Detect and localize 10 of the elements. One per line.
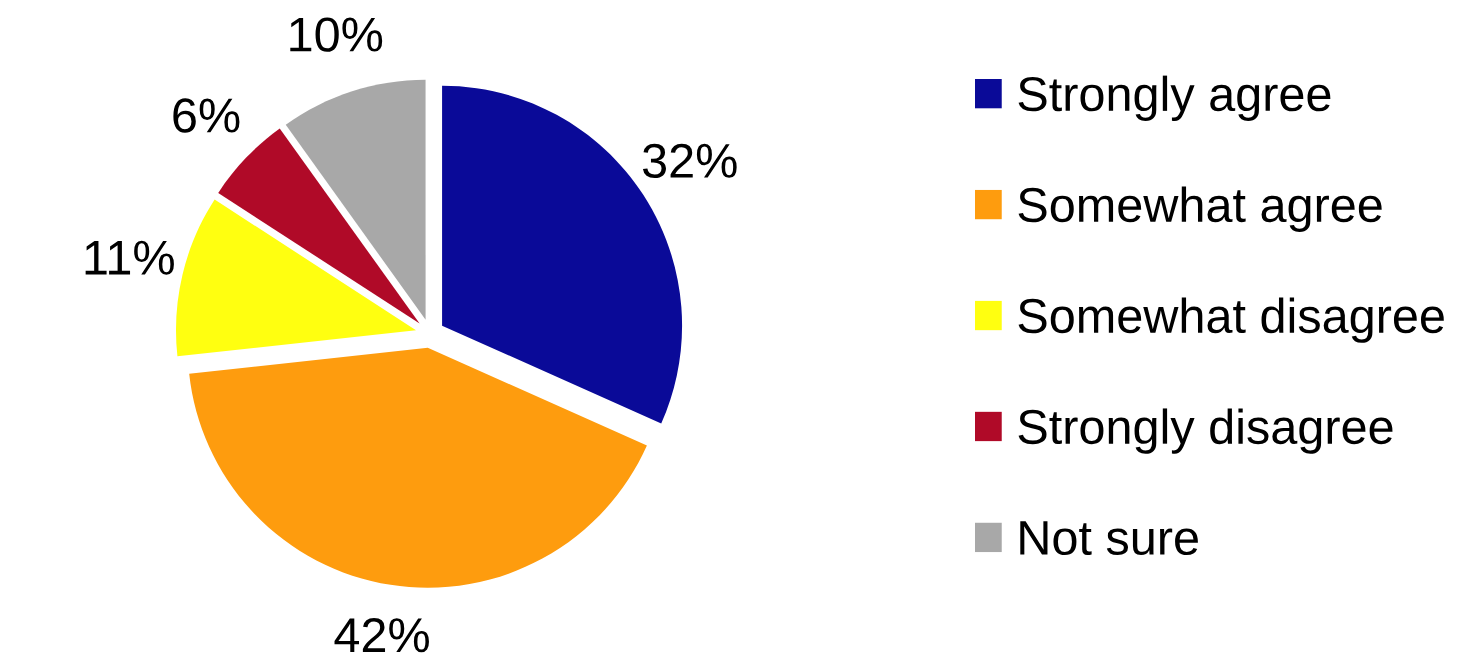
legend-label: Strongly agree — [1018, 75, 1331, 121]
legend-label: Somewhat agree — [1018, 186, 1382, 232]
data-label: 32% — [642, 143, 737, 179]
data-label: 6% — [173, 98, 240, 133]
legend-label: Somewhat disagree — [1018, 297, 1444, 343]
legend-label: Not sure — [1020, 521, 1198, 556]
data-label: 42% — [334, 617, 429, 653]
data-label: 11% — [85, 240, 174, 275]
legend-label: Strongly disagree — [1018, 408, 1393, 454]
data-label: 10% — [290, 17, 383, 52]
